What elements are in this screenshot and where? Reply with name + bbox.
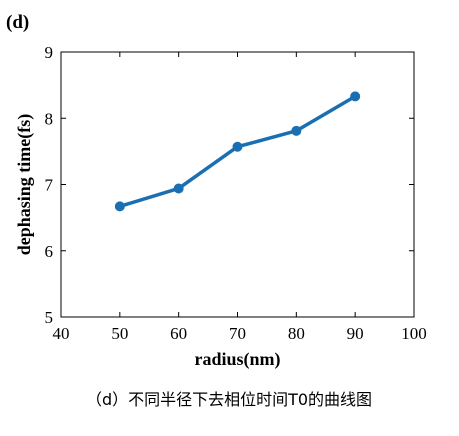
x-tick-label: 50 — [111, 324, 128, 343]
data-point — [114, 201, 125, 212]
panel-label: (d) — [6, 12, 29, 33]
plot-area: 40 50 60 70 80 90 100 5 6 7 8 9 — [45, 43, 427, 343]
x-axis-ticks: 40 50 60 70 80 90 100 — [53, 52, 427, 343]
y-tick-label: 9 — [45, 43, 54, 62]
x-axis-title: radius(nm) — [194, 349, 280, 370]
data-point — [173, 183, 184, 194]
series-layer — [114, 91, 361, 212]
data-point — [350, 91, 361, 102]
data-point — [291, 125, 302, 136]
x-tick-label: 70 — [229, 324, 246, 343]
x-tick-label: 60 — [170, 324, 187, 343]
y-tick-label: 8 — [45, 109, 54, 128]
y-tick-label: 7 — [45, 176, 54, 195]
y-tick-label: 5 — [45, 308, 54, 327]
x-tick-label: 100 — [401, 324, 427, 343]
y-axis-ticks: 5 6 7 8 9 — [45, 43, 414, 327]
y-axis-title: dephasing time(fs) — [14, 114, 35, 256]
axes-frame — [60, 51, 415, 318]
y-tick-label: 6 — [45, 242, 54, 261]
data-point — [232, 141, 243, 152]
x-tick-label: 40 — [53, 324, 70, 343]
figure-caption: （d）不同半径下去相位时间T0的曲线图 — [86, 390, 372, 409]
x-tick-label: 80 — [288, 324, 305, 343]
x-tick-label: 90 — [347, 324, 364, 343]
